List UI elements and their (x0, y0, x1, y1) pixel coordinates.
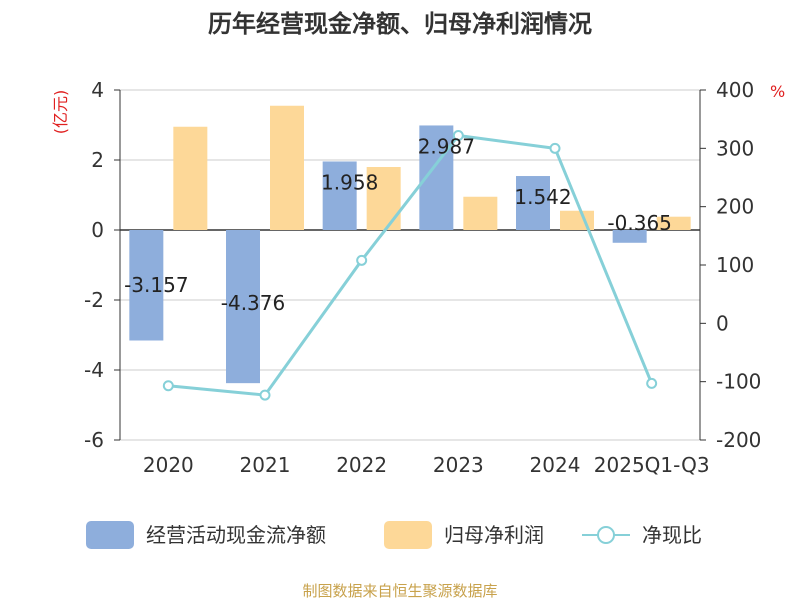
x-tick-label: 2023 (433, 453, 484, 477)
data-label: 1.958 (321, 170, 378, 194)
legend-swatch-1 (384, 521, 432, 549)
line-point (452, 130, 464, 141)
bar-netprofit (463, 196, 498, 230)
bar-netprofit (270, 105, 304, 230)
y-right-tick-label: 400 (716, 78, 754, 102)
data-label: -4.376 (221, 291, 285, 315)
legend-label: 经营活动现金流净额 (146, 523, 326, 547)
line-point (162, 380, 174, 392)
x-tick-label: 2025Q1-Q3 (594, 453, 710, 477)
x-tick-label: 2021 (240, 453, 291, 477)
data-label: -0.365 (607, 211, 671, 235)
y-left-tick-label: 0 (91, 218, 104, 242)
y-right-tick-label: 300 (716, 136, 754, 160)
bar-cashflow (129, 230, 164, 341)
x-tick-label: 2022 (336, 453, 387, 477)
bar-netprofit (656, 216, 691, 230)
line-point (549, 142, 561, 154)
y-left-unit: (亿元) (51, 90, 70, 135)
data-label: 1.542 (514, 185, 571, 209)
x-tick-label: 2024 (530, 453, 581, 477)
legend-swatch-0 (86, 521, 134, 549)
bar-cashflow (516, 176, 550, 230)
data-label: -3.157 (124, 273, 188, 297)
y-right-tick-label: 100 (716, 253, 754, 277)
y-right-tick-label: 200 (716, 195, 754, 219)
bar-netprofit (173, 126, 208, 230)
y-right-unit: % (770, 82, 785, 101)
y-left-tick-label: -6 (84, 428, 104, 452)
line-netcash-ratio (168, 133, 654, 397)
y-right-tick-label: 0 (716, 311, 729, 335)
source-note: 制图数据来自恒生聚源数据库 (302, 582, 497, 600)
y-left-tick-label: -4 (84, 358, 104, 382)
y-left-tick-label: -2 (84, 288, 104, 312)
y-left-tick-label: 2 (91, 148, 104, 172)
y-right-tick-label: -200 (716, 428, 761, 452)
tick-labels: 4 2 0 -2 -4 -6 400 300 200 100 0 -100 -200 2020 2021 20… (84, 78, 761, 477)
legend: 经营活动现金流净额 归母净利润 净现比 (86, 521, 702, 549)
chart-title: 历年经营现金净额、归母净利润情况 (208, 10, 592, 38)
bar-cashflow (322, 161, 357, 230)
legend-label: 净现比 (642, 523, 702, 547)
line-point (356, 254, 368, 266)
data-label: 2.987 (418, 134, 475, 158)
bar-cashflow (612, 230, 647, 243)
bar-cashflow (226, 230, 260, 384)
y-left-tick-label: 4 (91, 78, 104, 102)
x-tick-label: 2020 (143, 453, 194, 477)
line-point (646, 377, 658, 389)
axes (114, 89, 706, 441)
data-labels: -3.157 -4.376 1.958 2.987 1.542 -0.365 (124, 134, 672, 315)
legend-label: 归母净利润 (444, 523, 544, 547)
line-point (259, 389, 271, 401)
legend-marker (597, 526, 615, 544)
line-series (162, 130, 658, 401)
bars (129, 105, 691, 384)
y-right-tick-label: -100 (716, 370, 761, 394)
